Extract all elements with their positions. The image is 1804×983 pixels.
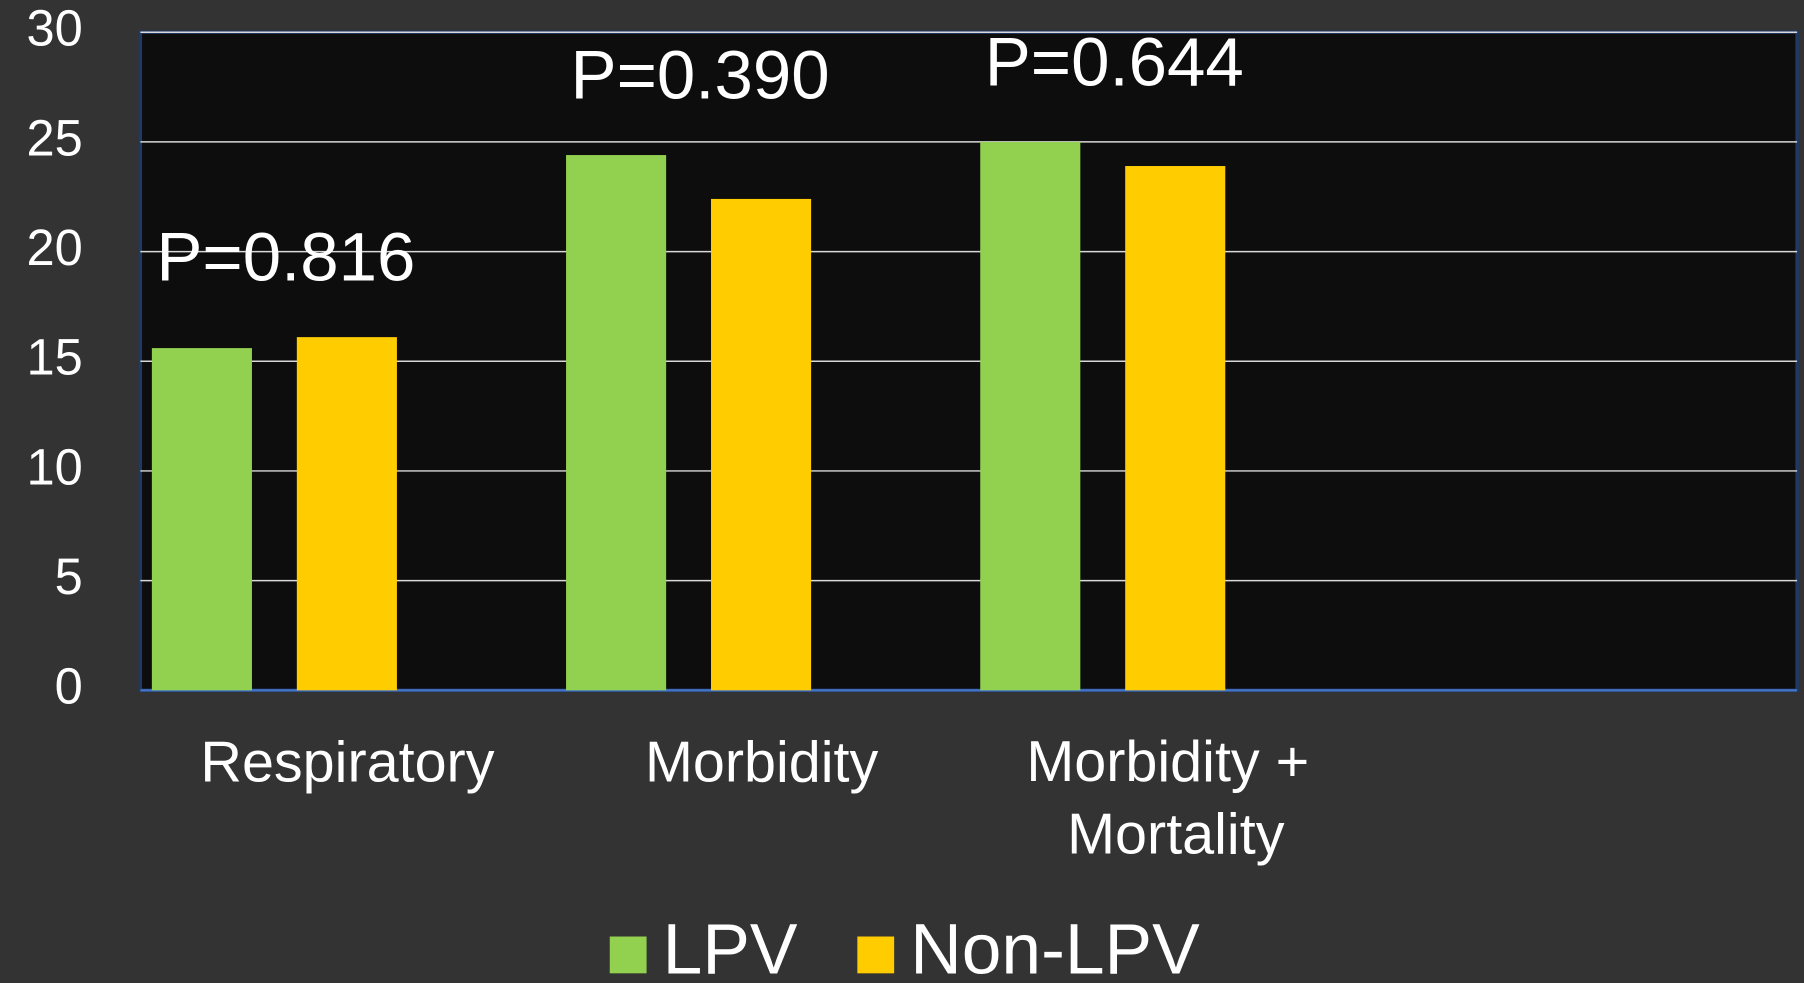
- y-tick-label: 15: [27, 329, 83, 386]
- x-tick-label: Morbidity + Mortality: [1026, 730, 1325, 866]
- legend-swatch: [857, 936, 895, 974]
- bar: [296, 337, 397, 691]
- y-tick-label: 10: [27, 438, 83, 495]
- x-tick-label: Morbidity: [645, 730, 879, 794]
- bar: [980, 141, 1081, 691]
- x-tick-label: Respiratory: [200, 730, 494, 794]
- legend-label: Non-LPV: [910, 910, 1200, 983]
- bar: [711, 198, 812, 691]
- chart-body: 0 5 10 15 20 25 30 Respiratory P=0.816 Morbidity P…: [27, 0, 1799, 983]
- y-tick-label: 0: [55, 658, 83, 715]
- bar: [1125, 166, 1226, 691]
- y-tick-label: 5: [55, 548, 83, 605]
- y-tick-label: 30: [27, 0, 83, 57]
- bar: [566, 155, 667, 691]
- legend-swatch: [609, 936, 647, 974]
- annotation: P=0.644: [985, 23, 1244, 100]
- legend-label: LPV: [663, 910, 798, 983]
- bar: [151, 348, 252, 691]
- y-tick-label: 20: [27, 219, 83, 276]
- y-tick-label: 25: [27, 109, 83, 166]
- annotation: P=0.390: [571, 37, 830, 114]
- annotation: P=0.816: [156, 219, 415, 296]
